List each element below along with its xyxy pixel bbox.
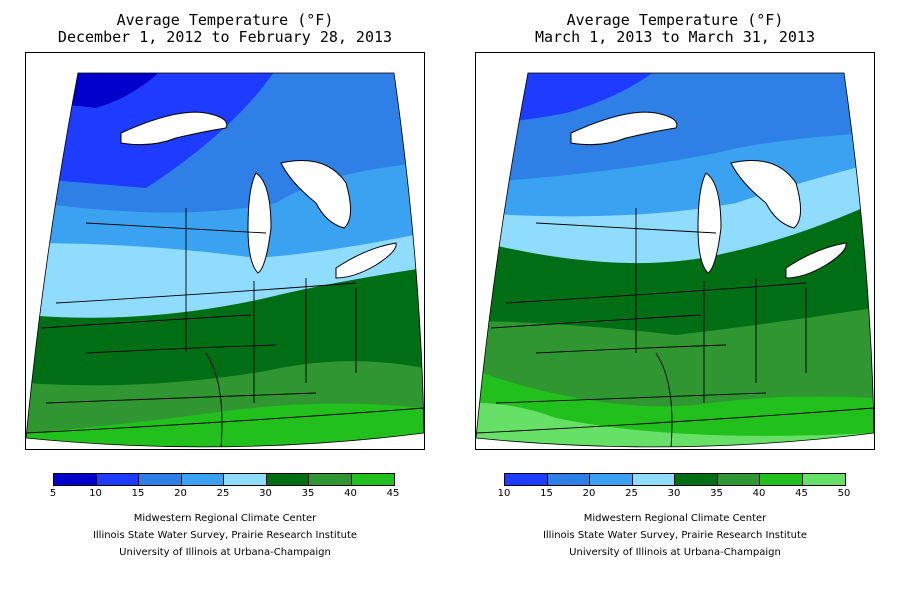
credits: Midwestern Regional Climate Center Illin… (0, 510, 450, 561)
legend-swatch (96, 474, 139, 485)
credit-line-3: University of Illinois at Urbana-Champai… (119, 547, 331, 558)
legend-tick-label: 40 (344, 488, 357, 499)
legend-tick-label: 10 (89, 488, 102, 499)
band-15 (476, 73, 676, 123)
credit-line-2: Illinois State Water Survey, Prairie Res… (92, 530, 358, 541)
legend-tick-label: 30 (259, 488, 272, 499)
legend-swatch (760, 474, 803, 485)
legend-tick-label: 10 (497, 488, 511, 499)
legend-swatch (309, 474, 352, 485)
legend-swatch (632, 474, 675, 485)
legend-swatch (675, 474, 718, 485)
legend-tick-label: 25 (625, 488, 638, 499)
lake-erie (335, 242, 397, 279)
lake-huron (730, 160, 801, 229)
legend-tick-label: 30 (667, 488, 681, 499)
legend-tick-label: 20 (174, 488, 187, 499)
legend-swatch (266, 474, 309, 485)
legend-tick-label: 35 (710, 488, 723, 499)
lake-michigan (247, 172, 272, 274)
temperature-map-svg (26, 53, 424, 449)
legend-ticks: 5 10 15 20 25 30 35 40 45 (49, 486, 400, 500)
legend-swatch (717, 474, 760, 485)
credits: Midwestern Regional Climate Center Illin… (450, 510, 900, 561)
legend-tick-label: 35 (301, 488, 315, 499)
title-line-2: December 1, 2012 to February 28, 2013 (57, 28, 393, 46)
lake-michigan (697, 172, 722, 274)
lake-erie (785, 242, 847, 279)
legend-swatch (224, 474, 267, 485)
legend-bar (504, 473, 846, 486)
credit-line-1: Midwestern Regional Climate Center (583, 513, 767, 524)
lake-superior (120, 111, 228, 146)
temperature-map (25, 52, 425, 450)
legend-swatch (139, 474, 182, 485)
legend-swatch (590, 474, 633, 485)
legend-tick-label: 40 (752, 488, 766, 499)
legend-tick-label: 45 (386, 488, 400, 499)
legend-tick-label: 5 (49, 488, 57, 499)
lake-superior (570, 111, 678, 146)
title-line-1: Average Temperature (°F) (566, 11, 784, 29)
legend-ticks: 10 15 20 25 30 35 40 45 50 (498, 486, 851, 500)
color-legend: 10 15 20 25 30 35 40 45 50 (498, 473, 851, 500)
legend-tick-label: 25 (216, 488, 230, 499)
legend-swatch (351, 474, 394, 485)
map-title: Average Temperature (°F) March 1, 2013 t… (450, 12, 900, 46)
title-line-1: Average Temperature (°F) (116, 11, 334, 29)
legend-swatch (802, 474, 845, 485)
panel-winter: Average Temperature (°F) December 1, 201… (0, 12, 450, 561)
legend-swatch (181, 474, 224, 485)
legend-bar (53, 473, 395, 486)
legend-swatch (54, 474, 97, 485)
temperature-map-svg (476, 53, 874, 449)
legend-tick-label: 45 (795, 488, 808, 499)
credit-line-1: Midwestern Regional Climate Center (133, 513, 317, 524)
lake-huron (280, 160, 351, 229)
legend-tick-label: 50 (837, 488, 851, 499)
temperature-map (475, 52, 875, 450)
legend-tick-label: 15 (131, 488, 145, 499)
title-line-2: March 1, 2013 to March 31, 2013 (535, 28, 815, 46)
credit-line-2: Illinois State Water Survey, Prairie Res… (542, 530, 808, 541)
legend-tick-label: 20 (582, 488, 596, 499)
legend-swatch (547, 474, 590, 485)
credit-line-3: University of Illinois at Urbana-Champai… (569, 547, 781, 558)
legend-swatch (505, 474, 548, 485)
color-legend: 5 10 15 20 25 30 35 40 45 (49, 473, 400, 500)
legend-tick-label: 15 (540, 488, 553, 499)
map-title: Average Temperature (°F) December 1, 201… (0, 12, 450, 46)
panel-march: Average Temperature (°F) March 1, 2013 t… (450, 0, 900, 600)
